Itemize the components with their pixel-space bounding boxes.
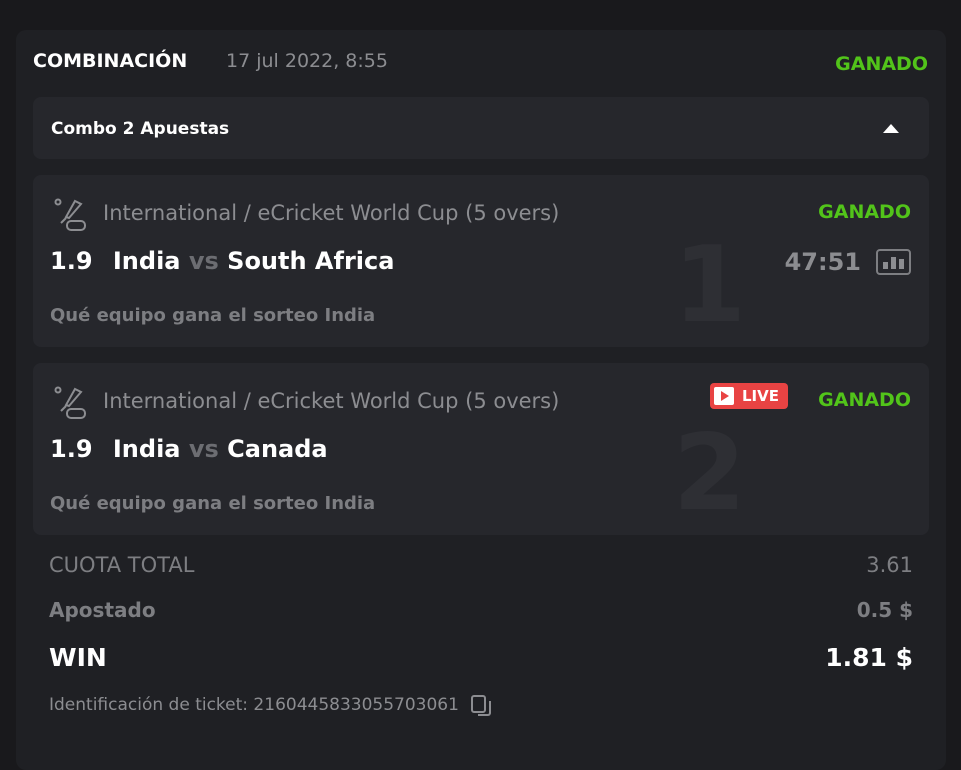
bet-date: 17 jul 2022, 8:55 [226, 50, 388, 72]
away-team: Canada [227, 435, 328, 463]
combo-label: Combo 2 Apuestas [51, 119, 230, 139]
bet-header: COMBINACIÓN 17 jul 2022, 8:55 GANADO [33, 50, 928, 80]
ticket-label: Identificación de ticket: 21604458330557… [49, 695, 459, 715]
staked-label: Apostado [49, 598, 156, 622]
status-badge: GANADO [835, 53, 928, 75]
copy-icon[interactable] [470, 695, 491, 716]
market-selection: Qué equipo gana el sorteo India [50, 305, 376, 326]
vs-label: vs [188, 247, 219, 275]
total-odds-row: CUOTA TOTAL 3.61 [49, 553, 913, 577]
combo-toggle[interactable]: Combo 2 Apuestas [33, 97, 929, 159]
odd: 1.9 [50, 247, 93, 275]
play-icon [714, 387, 734, 405]
ecricket-icon [54, 386, 86, 419]
home-team: India [112, 435, 181, 463]
league-name: International / eCricket World Cup (5 ov… [103, 201, 560, 225]
bet-number: 1 [673, 224, 747, 346]
away-team: South Africa [227, 247, 395, 275]
vs-label: vs [188, 435, 219, 463]
win-row: WIN 1.81 $ [49, 643, 913, 672]
stats-icon[interactable] [876, 249, 911, 275]
match-timer: 47:51 [784, 248, 861, 276]
total-odds-label: CUOTA TOTAL [49, 553, 195, 577]
staked-row: Apostado 0.5 $ [49, 598, 913, 622]
match-line: 1.9 India vs Canada [50, 435, 328, 464]
status-badge: GANADO [818, 201, 911, 223]
match-line: 1.9 India vs South Africa [50, 247, 394, 276]
chevron-up-icon[interactable] [883, 124, 899, 133]
odd: 1.9 [50, 435, 93, 463]
ecricket-icon [54, 198, 86, 231]
live-badge: LIVE [710, 383, 788, 409]
win-label: WIN [49, 643, 107, 672]
status-badge: GANADO [818, 389, 911, 411]
bet-item: 1 International / eCricket World Cup (5 … [33, 175, 929, 347]
live-label: LIVE [742, 387, 779, 405]
ticket-id: Identificación de ticket: 21604458330557… [49, 695, 491, 716]
league-name: International / eCricket World Cup (5 ov… [103, 389, 560, 413]
bet-item: 2 International / eCricket World Cup (5 … [33, 363, 929, 535]
bet-type: COMBINACIÓN [33, 50, 188, 72]
total-odds-value: 3.61 [866, 553, 913, 577]
bet-number: 2 [673, 412, 747, 534]
market-selection: Qué equipo gana el sorteo India [50, 493, 376, 514]
home-team: India [112, 247, 181, 275]
staked-value: 0.5 $ [856, 598, 913, 622]
win-value: 1.81 $ [825, 643, 913, 672]
